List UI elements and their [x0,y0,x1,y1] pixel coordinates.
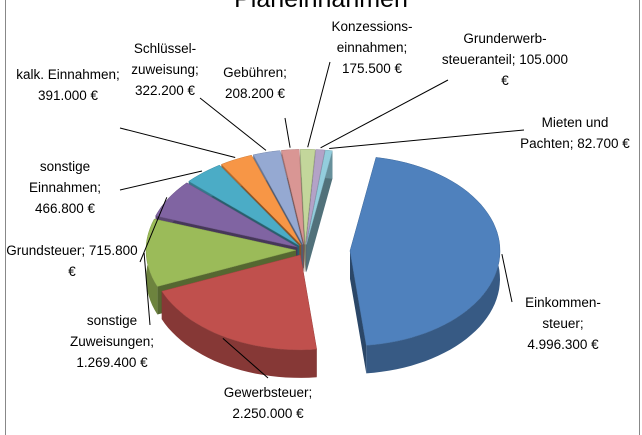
category-name: Schlüssel-zuweisung [131,41,197,77]
category-name: sonstige Zuweisungen [69,313,151,349]
data-label: Grundsteuer; 715.800 € [2,240,142,282]
separator: ; [579,316,584,331]
value-label: 391.000 € [37,88,99,103]
category-name: Gewerbsteuer [223,385,309,400]
separator: ; [308,385,313,400]
data-label: Grunderwerb-steueranteil; 105.000 € [440,28,570,91]
leader-line [139,197,168,263]
leader-line [501,253,513,303]
slice [281,149,305,245]
data-label: kalk. Einnahmen; 391.000 € [13,64,123,106]
category-name: Mieten und Pachten [520,115,609,151]
slice [305,149,326,245]
category-name: sonstige Einnahmen [28,159,98,195]
separator: ; [403,40,408,55]
slice [299,149,316,245]
category-name: kalk. Einnahmen [16,67,117,82]
separator: ; [97,180,102,195]
value-label: 208.200 € [224,86,286,101]
separator: ; [195,62,199,77]
leader-line [284,117,291,148]
value-label: 2.250.000 € [232,406,304,421]
separator: ; [150,334,155,349]
leader-line [119,127,236,158]
value-label: 4.996.300 € [527,337,599,352]
category-name: Konzessions-einnahmen [331,19,413,55]
data-label: Einkommen-steuer; 4.996.300 € [513,292,613,355]
value-label: 105.000 € [501,52,569,88]
slice-side [350,250,367,374]
value-label: 175.500 € [341,61,403,76]
category-name: Gebühren [223,65,284,80]
value-label: 1.269.400 € [76,355,148,370]
slice [252,150,304,245]
slice-rim [161,291,317,378]
separator: ; [81,243,86,258]
value-label: 715.800 € [68,243,138,279]
category-name: Einkommen-steuer [525,295,601,331]
data-label: sonstige Zuweisungen; 1.269.400 € [52,310,172,373]
data-label: Gewerbsteuer; 2.250.000 € [203,382,333,424]
data-label: Gebühren; 208.200 € [210,62,300,104]
data-label: Mieten und Pachten; 82.700 € [520,112,630,154]
data-label: Schlüssel-zuweisung; 322.200 € [115,38,215,101]
separator: ; [116,67,120,82]
category-name: Grunderwerb-steueranteil [441,31,547,67]
leader-line [199,97,267,151]
value-label: 82.700 € [577,136,630,151]
chart-title: Planeinnahmen [0,0,642,14]
data-label: sonstige Einnahmen; 466.800 € [5,156,125,219]
leader-line [222,338,269,379]
category-name: Grundsteuer [6,243,82,258]
leader-line [307,61,331,148]
slice [188,164,300,246]
slice [145,218,297,287]
data-label: Konzessions-einnahmen; 175.500 € [317,16,427,79]
leader-line [329,129,525,149]
chart-frame [5,0,640,435]
leader-line [320,79,449,149]
value-label: 322.200 € [134,83,196,98]
slice-side [306,150,333,273]
slice [306,149,333,245]
leader-line [143,252,151,326]
slice [220,154,302,246]
separator: ; [569,136,574,151]
leader-line [119,170,203,191]
slice [349,157,501,346]
separator: ; [511,52,516,67]
slice [155,182,298,248]
slice [161,254,317,351]
separator: ; [283,65,287,80]
value-label: 466.800 € [34,201,96,216]
